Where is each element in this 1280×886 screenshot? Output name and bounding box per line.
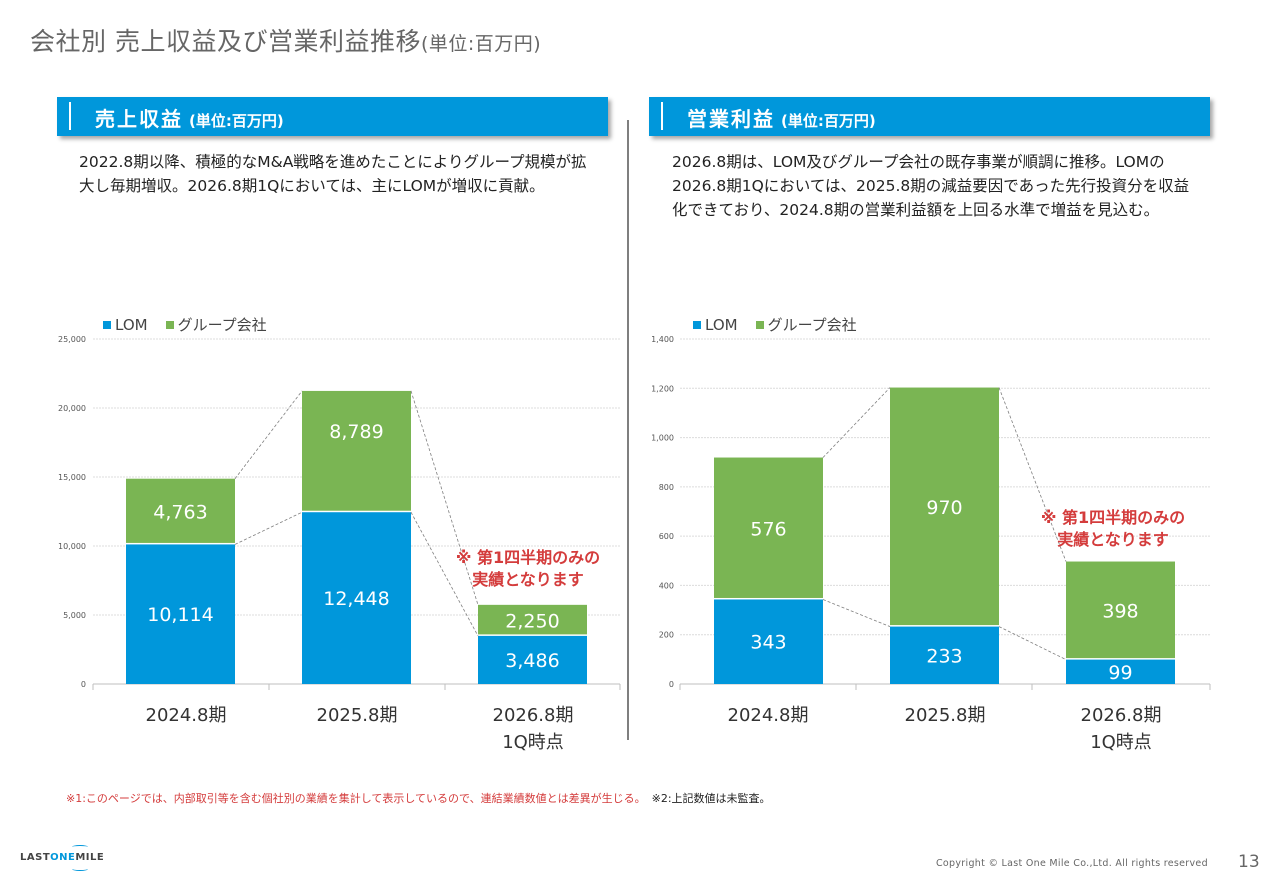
company-logo: LASTONEMILE [20,845,130,875]
operating-profit-x-label: 2024.8期 [728,705,809,726]
logo-arc-bottom [72,867,88,871]
legend-label: グループ会社 [177,316,267,334]
section-header-revenue: 売上収益 (単位:百万円) [57,97,608,136]
revenue-ytick-label: 15,000 [58,473,86,482]
legend-item-lom: LOM [693,314,738,335]
section-title-text: 営業利益 [687,107,775,131]
footnote-1: ※1:このページでは、内部取引等を含む個社別の業績を集計して表示しているので、連… [66,792,646,805]
revenue-connector-total [234,390,303,479]
section-title-text: 売上収益 [95,107,183,131]
revenue-x-label: 2024.8期 [146,705,227,726]
operating-profit-ytick-label: 1,000 [651,434,674,443]
operating-profit-connector-lom [998,626,1067,660]
operating-profit-bar-lom [1066,659,1175,684]
header-accent-bar [661,102,663,130]
revenue-bar-group [478,604,587,635]
page-title-unit: (単位:百万円) [420,33,542,55]
revenue-bar-group [302,390,411,511]
operating-profit-ytick-label: 0 [669,680,674,689]
revenue-legend: LOM グループ会社 [103,314,267,335]
operating-profit-data-label-group: 398 [1102,601,1138,623]
footnote-2: ※2:上記数値は未監査。 [651,792,771,805]
page-number: 13 [1238,852,1260,872]
revenue-connector-total [410,390,479,605]
page-title-text: 会社別 売上収益及び営業利益推移 [30,27,421,56]
operating-profit-x-label: 2025.8期 [905,705,986,726]
revenue-description: 2022.8期以降、積極的なM&A戦略を進めたことによりグループ規模が拡大し毎期… [79,153,587,195]
operating-profit-x-label: 1Q時点 [1090,732,1152,753]
operating-profit-ytick-label: 400 [659,581,674,590]
legend-label: LOM [115,315,148,334]
revenue-data-label-lom: 10,114 [147,604,213,626]
revenue-ytick-label: 0 [81,680,86,689]
revenue-data-label-group: 4,763 [153,502,207,524]
revenue-ytick-label: 25,000 [58,335,86,344]
legend-swatch-lom [103,320,111,329]
footnotes: ※1:このページでは、内部取引等を含む個社別の業績を集計して表示しているので、連… [66,790,771,806]
revenue-data-label-lom: 12,448 [323,588,389,610]
legend-label: LOM [705,315,738,334]
operating-profit-q1-note: 実績となります [1057,530,1169,549]
operating-profit-bar-lom [890,626,999,684]
legend-swatch-lom [693,320,701,329]
revenue-data-label-lom: 3,486 [505,650,559,672]
operating-profit-description: 2026.8期は、LOM及びグループ会社の既存事業が順調に推移。LOMの2026… [672,153,1190,219]
operating-profit-legend: LOM グループ会社 [693,314,857,335]
revenue-x-label: 1Q時点 [502,732,564,753]
operating-profit-bar-group [714,457,823,598]
legend-item-group: グループ会社 [755,314,857,335]
operating-profit-ytick-label: 1,400 [651,335,674,344]
operating-profit-connector-total [822,387,891,458]
operating-profit-connector-total [998,387,1067,562]
operating-profit-bar-lom [714,599,823,684]
section-title-unit: (単位:百万円) [781,112,876,130]
operating-profit-ytick-label: 800 [659,483,674,492]
revenue-data-label-group: 2,250 [505,610,559,632]
operating-profit-data-label-lom: 99 [1108,662,1132,684]
operating-profit-data-label-lom: 233 [926,645,962,667]
legend-item-lom: LOM [103,314,148,335]
header-accent-bar [69,102,71,130]
operating-profit-x-label: 2026.8期 [1081,705,1162,726]
section-title-unit: (単位:百万円) [189,112,284,130]
operating-profit-ytick-label: 1,200 [651,384,674,393]
page-title: 会社別 売上収益及び営業利益推移(単位:百万円) [30,22,541,58]
revenue-ytick-label: 20,000 [58,404,86,413]
operating-profit-data-label-group: 576 [750,519,786,541]
operating-profit-bar-group [1066,561,1175,659]
legend-swatch-group [755,320,764,329]
operating-profit-data-label-lom: 343 [750,632,786,654]
copyright: Copyright © Last One Mile Co.,Ltd. All r… [936,858,1208,869]
section-header-operating-profit: 営業利益 (単位:百万円) [649,97,1210,136]
revenue-bar-lom [302,512,411,684]
operating-profit-bar-group [890,387,999,626]
revenue-bar-lom [478,635,587,684]
revenue-bar-lom [126,544,235,684]
revenue-data-label-group: 8,789 [329,421,383,443]
legend-item-group: グループ会社 [165,314,267,335]
revenue-connector-lom [410,512,479,637]
operating-profit-data-label-group: 970 [926,497,962,519]
section-divider [627,120,629,740]
operating-profit-ytick-label: 200 [659,631,674,640]
section-title-operating-profit: 営業利益 (単位:百万円) [687,103,876,132]
revenue-ytick-label: 5,000 [63,611,86,620]
revenue-q1-note: 実績となります [472,570,584,589]
operating-profit-connector-lom [822,599,891,627]
operating-profit-q1-note: ※ 第1四半期のみの [1041,508,1185,527]
operating-profit-ytick-label: 600 [659,532,674,541]
logo-arc-top [72,845,88,849]
revenue-x-label: 2026.8期 [493,705,574,726]
legend-swatch-group [165,320,174,329]
logo-text: LASTONEMILE [20,852,105,863]
revenue-connector-lom [234,511,303,545]
legend-label: グループ会社 [767,316,857,334]
revenue-ytick-label: 10,000 [58,542,86,551]
revenue-q1-note: ※ 第1四半期のみの [456,548,600,567]
revenue-x-label: 2025.8期 [317,705,398,726]
section-title-revenue: 売上収益 (単位:百万円) [95,103,284,132]
revenue-bar-group [126,478,235,543]
